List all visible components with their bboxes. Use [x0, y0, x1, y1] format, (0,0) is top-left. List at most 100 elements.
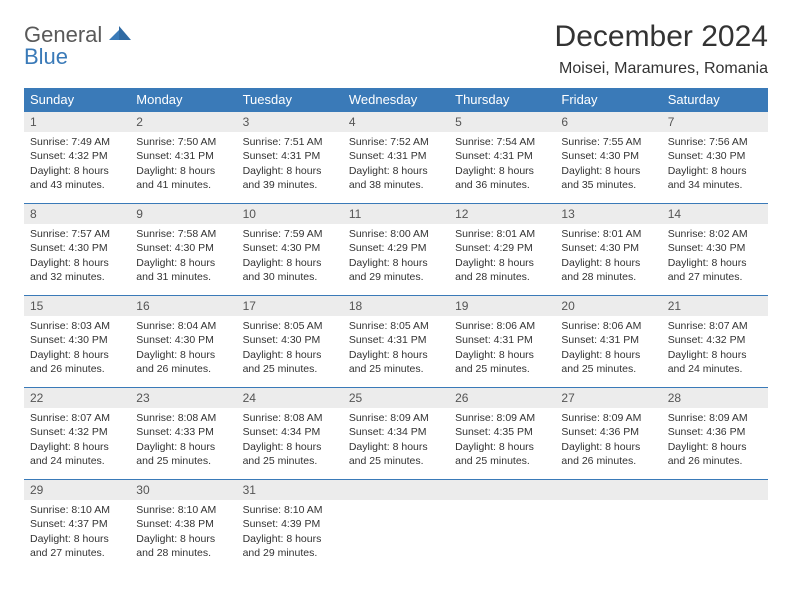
calendar-cell: 10Sunrise: 7:59 AMSunset: 4:30 PMDayligh…: [237, 204, 343, 296]
calendar-header: Sunday Monday Tuesday Wednesday Thursday…: [24, 88, 768, 112]
daylight-text: Daylight: 8 hours: [243, 256, 337, 270]
daylight-text: and 36 minutes.: [455, 178, 549, 192]
daylight-text: and 41 minutes.: [136, 178, 230, 192]
calendar-body: 1Sunrise: 7:49 AMSunset: 4:32 PMDaylight…: [24, 112, 768, 572]
daylight-text: Daylight: 8 hours: [136, 348, 230, 362]
daylight-text: and 25 minutes.: [349, 362, 443, 376]
day-number: 25: [343, 388, 449, 408]
sunset-text: Sunset: 4:31 PM: [349, 149, 443, 163]
daylight-text: Daylight: 8 hours: [136, 532, 230, 546]
calendar-cell: 16Sunrise: 8:04 AMSunset: 4:30 PMDayligh…: [130, 296, 236, 388]
day-number: 28: [662, 388, 768, 408]
sunrise-text: Sunrise: 8:02 AM: [668, 227, 762, 241]
calendar-cell: 14Sunrise: 8:02 AMSunset: 4:30 PMDayligh…: [662, 204, 768, 296]
sunrise-text: Sunrise: 7:50 AM: [136, 135, 230, 149]
calendar-cell: 18Sunrise: 8:05 AMSunset: 4:31 PMDayligh…: [343, 296, 449, 388]
sunset-text: Sunset: 4:36 PM: [668, 425, 762, 439]
logo-text: General Blue: [24, 24, 131, 68]
sunrise-text: Sunrise: 7:51 AM: [243, 135, 337, 149]
calendar-row: 22Sunrise: 8:07 AMSunset: 4:32 PMDayligh…: [24, 388, 768, 480]
day-number: 24: [237, 388, 343, 408]
sunrise-text: Sunrise: 8:09 AM: [668, 411, 762, 425]
logo-word-bottom: Blue: [24, 44, 68, 69]
daylight-text: Daylight: 8 hours: [30, 532, 124, 546]
daylight-text: Daylight: 8 hours: [668, 164, 762, 178]
daylight-text: Daylight: 8 hours: [668, 348, 762, 362]
weekday-header: Sunday: [24, 88, 130, 112]
sunrise-text: Sunrise: 7:54 AM: [455, 135, 549, 149]
day-number: 14: [662, 204, 768, 224]
sunset-text: Sunset: 4:30 PM: [668, 241, 762, 255]
day-body: Sunrise: 8:10 AMSunset: 4:39 PMDaylight:…: [237, 500, 343, 566]
day-number: 12: [449, 204, 555, 224]
sunrise-text: Sunrise: 8:06 AM: [455, 319, 549, 333]
header: General Blue December 2024 Moisei, Maram…: [24, 20, 768, 78]
day-body: Sunrise: 7:57 AMSunset: 4:30 PMDaylight:…: [24, 224, 130, 290]
day-number: 31: [237, 480, 343, 500]
day-body: [343, 500, 449, 560]
sunrise-text: Sunrise: 8:06 AM: [561, 319, 655, 333]
day-body: Sunrise: 7:55 AMSunset: 4:30 PMDaylight:…: [555, 132, 661, 198]
calendar-cell: 31Sunrise: 8:10 AMSunset: 4:39 PMDayligh…: [237, 480, 343, 572]
sunrise-text: Sunrise: 8:05 AM: [349, 319, 443, 333]
sunrise-text: Sunrise: 8:10 AM: [243, 503, 337, 517]
weekday-header: Saturday: [662, 88, 768, 112]
daylight-text: Daylight: 8 hours: [561, 440, 655, 454]
sunset-text: Sunset: 4:32 PM: [668, 333, 762, 347]
day-body: Sunrise: 8:10 AMSunset: 4:37 PMDaylight:…: [24, 500, 130, 566]
daylight-text: and 25 minutes.: [349, 454, 443, 468]
sunrise-text: Sunrise: 8:10 AM: [30, 503, 124, 517]
calendar-cell: 12Sunrise: 8:01 AMSunset: 4:29 PMDayligh…: [449, 204, 555, 296]
daylight-text: Daylight: 8 hours: [243, 348, 337, 362]
day-body: Sunrise: 8:00 AMSunset: 4:29 PMDaylight:…: [343, 224, 449, 290]
calendar-row: 15Sunrise: 8:03 AMSunset: 4:30 PMDayligh…: [24, 296, 768, 388]
sunset-text: Sunset: 4:34 PM: [243, 425, 337, 439]
day-number: [662, 480, 768, 500]
sunrise-text: Sunrise: 8:09 AM: [455, 411, 549, 425]
day-body: Sunrise: 7:58 AMSunset: 4:30 PMDaylight:…: [130, 224, 236, 290]
day-body: Sunrise: 7:50 AMSunset: 4:31 PMDaylight:…: [130, 132, 236, 198]
sunset-text: Sunset: 4:31 PM: [561, 333, 655, 347]
day-number: 17: [237, 296, 343, 316]
daylight-text: Daylight: 8 hours: [136, 256, 230, 270]
day-body: Sunrise: 8:06 AMSunset: 4:31 PMDaylight:…: [449, 316, 555, 382]
calendar-cell: 23Sunrise: 8:08 AMSunset: 4:33 PMDayligh…: [130, 388, 236, 480]
weekday-header: Thursday: [449, 88, 555, 112]
daylight-text: Daylight: 8 hours: [243, 532, 337, 546]
sunset-text: Sunset: 4:31 PM: [349, 333, 443, 347]
sunset-text: Sunset: 4:36 PM: [561, 425, 655, 439]
day-number: [343, 480, 449, 500]
daylight-text: Daylight: 8 hours: [30, 440, 124, 454]
daylight-text: Daylight: 8 hours: [349, 256, 443, 270]
calendar-cell: 5Sunrise: 7:54 AMSunset: 4:31 PMDaylight…: [449, 112, 555, 204]
day-number: 15: [24, 296, 130, 316]
sunrise-text: Sunrise: 8:01 AM: [561, 227, 655, 241]
daylight-text: and 25 minutes.: [561, 362, 655, 376]
sunset-text: Sunset: 4:30 PM: [243, 241, 337, 255]
daylight-text: and 26 minutes.: [30, 362, 124, 376]
daylight-text: Daylight: 8 hours: [349, 164, 443, 178]
sunrise-text: Sunrise: 8:07 AM: [668, 319, 762, 333]
daylight-text: and 39 minutes.: [243, 178, 337, 192]
day-body: Sunrise: 8:05 AMSunset: 4:31 PMDaylight:…: [343, 316, 449, 382]
calendar-cell: [555, 480, 661, 572]
logo-block: General Blue: [24, 20, 131, 68]
calendar-row: 29Sunrise: 8:10 AMSunset: 4:37 PMDayligh…: [24, 480, 768, 572]
calendar-cell: 30Sunrise: 8:10 AMSunset: 4:38 PMDayligh…: [130, 480, 236, 572]
day-number: 8: [24, 204, 130, 224]
daylight-text: Daylight: 8 hours: [136, 164, 230, 178]
day-body: Sunrise: 7:59 AMSunset: 4:30 PMDaylight:…: [237, 224, 343, 290]
calendar-cell: 17Sunrise: 8:05 AMSunset: 4:30 PMDayligh…: [237, 296, 343, 388]
sunrise-text: Sunrise: 8:04 AM: [136, 319, 230, 333]
day-body: Sunrise: 8:07 AMSunset: 4:32 PMDaylight:…: [662, 316, 768, 382]
day-number: 5: [449, 112, 555, 132]
sunset-text: Sunset: 4:33 PM: [136, 425, 230, 439]
sunset-text: Sunset: 4:32 PM: [30, 425, 124, 439]
calendar-cell: 8Sunrise: 7:57 AMSunset: 4:30 PMDaylight…: [24, 204, 130, 296]
sunset-text: Sunset: 4:34 PM: [349, 425, 443, 439]
calendar-cell: 27Sunrise: 8:09 AMSunset: 4:36 PMDayligh…: [555, 388, 661, 480]
daylight-text: Daylight: 8 hours: [349, 348, 443, 362]
day-number: 20: [555, 296, 661, 316]
daylight-text: and 26 minutes.: [561, 454, 655, 468]
daylight-text: and 29 minutes.: [243, 546, 337, 560]
